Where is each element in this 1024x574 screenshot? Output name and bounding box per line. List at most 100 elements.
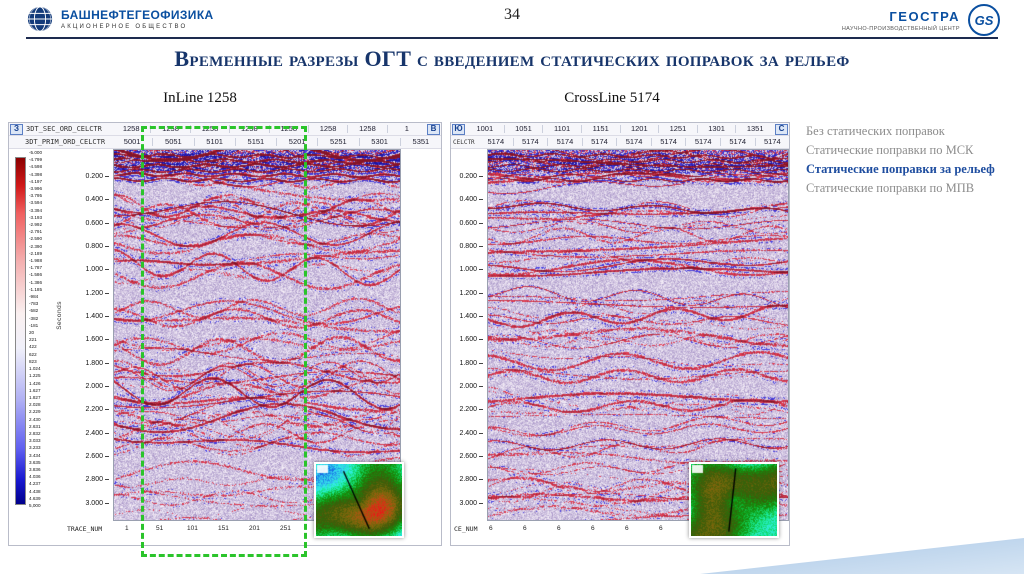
header-value: 1151	[580, 125, 620, 133]
header-value: 5174	[487, 137, 505, 147]
trace-header-values-1: 1001 1051 1101 1151 1201 1251 1301 1351	[466, 123, 774, 135]
seconds-axis-label: Seconds	[56, 301, 63, 330]
colorbar-value: -2.992	[29, 222, 43, 228]
legend: Без статических поправок Статические поп…	[806, 122, 1021, 198]
colorbar-value: -1.586	[29, 272, 43, 278]
time-tick: 0.400	[459, 196, 483, 203]
trace-number: 6	[591, 525, 595, 532]
colorbar-value: -984	[29, 294, 39, 300]
direction-east-box: В	[427, 123, 440, 135]
colorbar-value: -3.193	[29, 214, 43, 220]
trace-header-values-1: 1258 1258 1258 1258 1258 1258 1258 1	[112, 123, 426, 135]
trace-header-label-1: 3DT_SEC_ORD_CELCTR	[26, 125, 102, 133]
time-tick: 0.600	[459, 220, 483, 227]
direction-south-box: Ю	[452, 123, 465, 135]
colorbar-value: 4.036	[29, 474, 41, 480]
trace-header-label-2: 3DT_PRIM_ORD_CELCTR	[25, 138, 106, 146]
trace-header-row-2: CELCTR 5174 5174 5174 5174 5174 5174 5174 5174 5…	[451, 136, 789, 149]
time-tick: 2.200	[85, 406, 109, 413]
time-tick: 0.200	[85, 173, 109, 180]
colorbar-value: 20	[29, 330, 35, 336]
slide-title: Временные разрезы ОГТ с введением статич…	[174, 46, 850, 71]
header-value: 1258	[122, 124, 140, 134]
subtitle-inline: InLine 1258	[163, 90, 237, 106]
colorbar-value: -783	[29, 301, 39, 307]
time-tick: 0.800	[85, 243, 109, 250]
colorbar-value: -1.386	[29, 279, 43, 285]
colorbar-value: -181	[29, 322, 39, 328]
time-tick: 1.800	[459, 360, 483, 367]
colorbar-value: 3.233	[29, 445, 41, 451]
geostra-text: ГЕОСТРА НАУЧНО-ПРОИЗВОДСТВЕННЫЙ ЦЕНТР	[842, 9, 960, 32]
colorbar-value: -582	[29, 308, 39, 314]
header-value: 5174	[685, 138, 720, 146]
time-tick: 2.200	[459, 406, 483, 413]
header-value: 1101	[542, 125, 581, 133]
header-value: 1258	[150, 125, 189, 133]
colorbar-value: -3.996	[29, 186, 43, 192]
header-value: 1001	[476, 124, 494, 134]
page-number: 34	[504, 6, 520, 23]
time-tick: 1.800	[85, 360, 109, 367]
header-value: 1201	[619, 125, 659, 133]
time-axis-crossline: 0.200 0.400 0.600 0.800 1.000 1.200 1.400 1.600…	[453, 173, 483, 507]
header-value: 1258	[268, 125, 308, 133]
header-value: 5151	[234, 138, 276, 146]
header-value: 1351	[735, 125, 774, 133]
colorbar-value: -3.394	[29, 207, 43, 213]
company-text: БАШНЕФТЕГЕОФИЗИКА АКЦИОНЕРНОЕ ОБЩЕСТВО	[61, 8, 214, 30]
header-value: 1258	[307, 125, 347, 133]
trace-number: 6	[557, 525, 561, 532]
header-value: 5174	[719, 138, 755, 146]
time-tick: 2.000	[459, 383, 483, 390]
colorbar-value: 3.836	[29, 466, 41, 472]
colorbar-value: 823	[29, 358, 37, 364]
company-logo: БАШНЕФТЕГЕОФИЗИКА АКЦИОНЕРНОЕ ОБЩЕСТВО	[26, 5, 214, 33]
colorbar-value: 1.627	[29, 387, 41, 393]
direction-west-box: З	[10, 123, 23, 135]
colorbar-value: -5.000	[29, 150, 43, 155]
trace-number: 6	[523, 525, 527, 532]
time-tick: 2.800	[459, 476, 483, 483]
header-value: 1301	[696, 125, 736, 133]
time-axis-inline: 0.200 0.400 0.600 0.800 1.000 1.200 1.400 1.600…	[65, 173, 109, 507]
trace-number: 1	[125, 525, 129, 532]
colorbar-value: 3.635	[29, 459, 41, 465]
colorbar-value: 422	[29, 344, 37, 350]
time-tick: 3.000	[459, 500, 483, 507]
location-inset-crossline	[689, 462, 779, 538]
colorbar-value: -4.799	[29, 157, 43, 163]
trace-number: 6	[625, 525, 629, 532]
header-value: 5301	[358, 138, 400, 146]
geostra-logo: ГЕОСТРА НАУЧНО-ПРОИЗВОДСТВЕННЫЙ ЦЕНТР GS	[842, 4, 1000, 36]
trace-header-values-2: 5001 5051 5101 5151 5201 5251 5301 5351	[112, 136, 441, 148]
company-subtitle: АКЦИОНЕРНОЕ ОБЩЕСТВО	[61, 24, 188, 30]
legend-item: Без статических поправок	[806, 124, 945, 138]
amplitude-colorbar	[15, 157, 26, 505]
colorbar-value: -2.590	[29, 236, 43, 242]
time-tick: 1.400	[85, 313, 109, 320]
colorbar-value: 4.438	[29, 488, 41, 494]
trace-number: 101	[187, 525, 198, 532]
colorbar-value: 622	[29, 351, 37, 357]
header-value: 5051	[152, 138, 193, 146]
colorbar-value: -382	[29, 315, 39, 321]
colorbar-value: -2.390	[29, 243, 43, 249]
trace-number-label: TRACE_NUM	[67, 525, 103, 533]
time-tick: 0.400	[85, 196, 109, 203]
geostra-name: ГЕОСТРА	[889, 8, 960, 24]
colorbar-value: -1.787	[29, 265, 43, 271]
seismic-image-crossline	[487, 149, 789, 521]
trace-number: 151	[218, 525, 229, 532]
trace-number: 201	[249, 525, 260, 532]
time-tick: 0.600	[85, 220, 109, 227]
geostra-subtitle: НАУЧНО-ПРОИЗВОДСТВЕННЫЙ ЦЕНТР	[841, 25, 960, 32]
colorbar-value: 2.832	[29, 430, 41, 436]
header-value: 5174	[581, 138, 617, 146]
colorbar-value: -3.795	[29, 193, 43, 199]
colorbar-value: 3.434	[29, 452, 41, 458]
header-value: 1051	[503, 125, 543, 133]
colorbar-value: 4.639	[29, 495, 41, 501]
time-tick: 0.200	[459, 173, 483, 180]
